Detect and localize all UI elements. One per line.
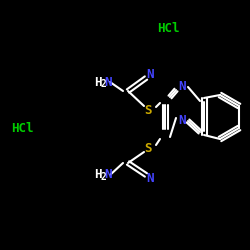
Text: S: S (144, 104, 152, 117)
Text: N: N (104, 76, 112, 88)
Text: HCl: HCl (11, 122, 33, 134)
Text: N: N (146, 172, 154, 184)
Text: 2: 2 (100, 79, 106, 89)
Text: N: N (104, 168, 112, 181)
Text: N: N (178, 114, 186, 128)
Text: H: H (94, 76, 102, 88)
Text: S: S (144, 142, 152, 154)
Text: H: H (94, 168, 102, 181)
Text: HCl: HCl (157, 22, 179, 35)
Text: N: N (178, 80, 186, 94)
Text: N: N (146, 68, 154, 82)
Text: 2: 2 (100, 172, 106, 182)
